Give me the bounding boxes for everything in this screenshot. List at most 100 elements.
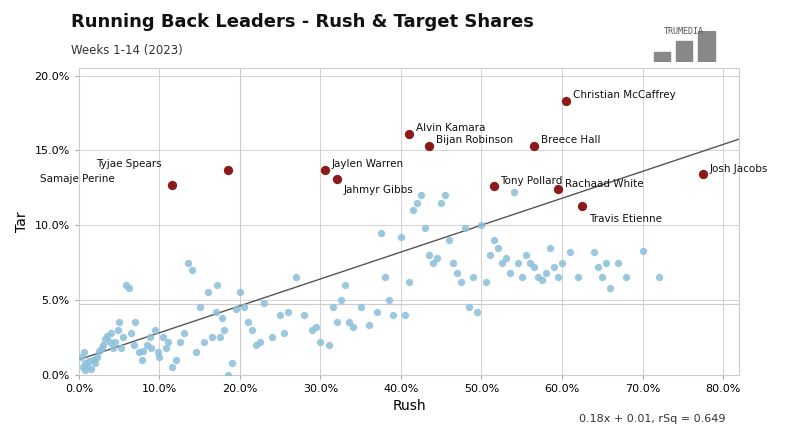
Point [106, 344, 119, 351]
Text: Alvin Kamara: Alvin Kamara [416, 123, 485, 133]
Point [306, 326, 318, 333]
Point [600, 259, 612, 266]
Point [165, 181, 178, 188]
Text: Bijan Robinson: Bijan Robinson [436, 135, 513, 145]
Bar [698, 31, 714, 62]
Point [222, 166, 234, 174]
Point [93, 347, 105, 354]
Y-axis label: Tar: Tar [15, 211, 29, 232]
Point [343, 319, 355, 326]
Point [133, 349, 145, 356]
Point [135, 356, 148, 363]
Bar [654, 52, 670, 62]
Point [592, 263, 604, 270]
Point [326, 304, 339, 311]
Point [216, 314, 229, 321]
Point [197, 338, 210, 345]
Point [193, 304, 206, 311]
Point [571, 274, 584, 281]
Point [95, 344, 108, 351]
Point [588, 249, 601, 256]
Point [483, 251, 496, 258]
Point [169, 356, 182, 363]
Point [189, 349, 202, 356]
Point [415, 192, 428, 199]
Point [459, 225, 472, 232]
Text: Tyjae Spears: Tyjae Spears [96, 159, 162, 169]
Text: Josh Jacobs: Josh Jacobs [710, 163, 768, 174]
Point [144, 333, 156, 341]
Point [258, 299, 270, 306]
Point [237, 304, 250, 311]
Point [512, 259, 524, 266]
Point [402, 131, 415, 138]
Point [527, 143, 540, 150]
Point [160, 344, 172, 351]
Point [560, 98, 572, 105]
Point [123, 284, 135, 291]
Point [77, 364, 90, 371]
Point [103, 338, 116, 345]
Text: Breece Hall: Breece Hall [541, 135, 601, 145]
Point [407, 206, 420, 214]
Point [347, 323, 359, 330]
Point [322, 341, 335, 348]
Point [431, 254, 443, 262]
Point [210, 308, 222, 315]
Point [242, 319, 255, 326]
Point [362, 322, 375, 329]
Point [250, 341, 263, 348]
Point [503, 270, 516, 277]
Text: Christian McCaffrey: Christian McCaffrey [573, 91, 676, 100]
Point [145, 344, 158, 351]
Point [354, 304, 367, 311]
Text: Tony Pollard: Tony Pollard [501, 175, 563, 186]
Point [109, 338, 122, 345]
Point [185, 266, 198, 274]
Point [87, 356, 100, 363]
Point [298, 311, 310, 318]
Point [226, 359, 238, 366]
Point [523, 259, 536, 266]
Point [75, 353, 88, 360]
Point [330, 319, 343, 326]
Point [383, 296, 395, 303]
Point [165, 364, 178, 371]
Point [508, 189, 520, 196]
Point [479, 278, 492, 285]
Point [435, 199, 447, 206]
Point [471, 308, 483, 315]
Point [552, 274, 564, 281]
Point [230, 305, 242, 313]
Point [81, 362, 94, 369]
Point [411, 199, 424, 206]
Point [487, 183, 500, 190]
Point [696, 171, 709, 178]
Point [334, 296, 347, 303]
Point [182, 259, 194, 266]
Point [491, 244, 504, 251]
Point [612, 259, 625, 266]
Point [254, 338, 266, 345]
Point [149, 326, 162, 333]
Point [427, 259, 439, 266]
Point [576, 202, 589, 209]
Point [379, 274, 391, 281]
Point [495, 259, 508, 266]
Point [423, 251, 435, 258]
Point [233, 289, 246, 296]
Text: Weeks 1-14 (2023): Weeks 1-14 (2023) [71, 44, 182, 57]
Bar [676, 41, 692, 62]
Point [318, 166, 331, 174]
Point [83, 357, 95, 365]
Point [443, 237, 456, 244]
Point [556, 259, 568, 266]
Point [467, 274, 479, 281]
Text: 0.18x + 0.01, rSq = 0.649: 0.18x + 0.01, rSq = 0.649 [579, 414, 726, 424]
Point [222, 371, 234, 378]
Text: Jahmyr Gibbs: Jahmyr Gibbs [343, 185, 413, 195]
Point [314, 338, 327, 345]
Point [499, 254, 512, 262]
Text: Rachaad White: Rachaad White [565, 178, 644, 189]
Point [330, 175, 343, 182]
